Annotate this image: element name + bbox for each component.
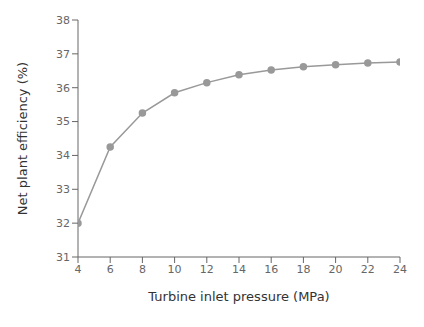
svg-text:34: 34 [56, 149, 70, 162]
svg-text:22: 22 [361, 263, 375, 276]
svg-text:18: 18 [296, 263, 310, 276]
svg-text:31: 31 [56, 251, 70, 264]
svg-text:32: 32 [56, 217, 70, 230]
svg-text:10: 10 [168, 263, 182, 276]
svg-text:24: 24 [393, 263, 407, 276]
svg-text:20: 20 [329, 263, 343, 276]
svg-text:35: 35 [56, 115, 70, 128]
svg-text:Net plant efficiency (%): Net plant efficiency (%) [15, 62, 30, 215]
svg-text:16: 16 [264, 263, 278, 276]
svg-text:14: 14 [232, 263, 246, 276]
svg-text:36: 36 [56, 82, 70, 95]
svg-text:33: 33 [56, 183, 70, 196]
svg-text:Turbine inlet pressure (MPa): Turbine inlet pressure (MPa) [147, 289, 329, 304]
svg-text:12: 12 [200, 263, 214, 276]
svg-text:8: 8 [139, 263, 146, 276]
svg-text:6: 6 [107, 263, 114, 276]
svg-text:37: 37 [56, 48, 70, 61]
svg-text:38: 38 [56, 14, 70, 27]
svg-text:4: 4 [75, 263, 82, 276]
